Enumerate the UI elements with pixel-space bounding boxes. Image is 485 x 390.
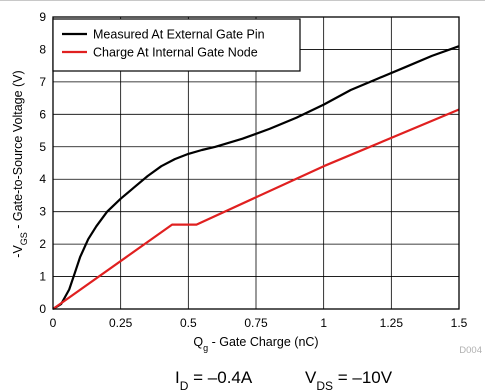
x-tick-label: 0.5 bbox=[180, 316, 197, 330]
y-tick-label: 9 bbox=[39, 10, 46, 24]
x-tick-label: 1.5 bbox=[451, 316, 468, 330]
y-tick-label: 3 bbox=[39, 205, 46, 219]
series-line-1 bbox=[52, 108, 460, 310]
y-tick-label: 1 bbox=[39, 270, 46, 284]
legend-label-internal: Charge At Internal Gate Node bbox=[93, 46, 258, 60]
series-line-0 bbox=[52, 45, 460, 310]
figure-id: D004 bbox=[459, 345, 482, 356]
y-tick-label: 2 bbox=[39, 237, 46, 251]
x-tick-label: 1 bbox=[320, 316, 327, 330]
x-tick-label: 0.25 bbox=[109, 316, 133, 330]
y-axis-label: -VGS - Gate-to-Source Voltage (V) bbox=[11, 70, 29, 257]
y-tick-label: 0 bbox=[39, 302, 46, 316]
x-tick-label: 0 bbox=[50, 316, 57, 330]
plot-frame bbox=[52, 16, 460, 310]
legend-box bbox=[52, 18, 301, 72]
condition-drain-current: ID = –0.4A bbox=[175, 368, 253, 390]
y-tick-label: 7 bbox=[39, 75, 46, 89]
legend: Measured At External Gate Pin Charge At … bbox=[52, 18, 301, 72]
y-tick-label: 6 bbox=[39, 107, 46, 121]
top-divider bbox=[0, 0, 485, 1]
y-tick-label: 5 bbox=[39, 140, 46, 154]
x-tick-labels: 0 0.25 0.5 0.75 1 1.25 1.5 bbox=[50, 316, 468, 330]
x-axis-label: Qg - Gate Charge (nC) bbox=[193, 335, 318, 353]
y-tick-labels: 0 1 2 3 4 5 6 7 8 9 bbox=[39, 10, 46, 316]
condition-drain-source-voltage: VDS = –10V bbox=[305, 368, 393, 390]
x-tick-label: 0.75 bbox=[244, 316, 268, 330]
x-tick-label: 1.25 bbox=[380, 316, 404, 330]
series-lines bbox=[52, 45, 460, 310]
y-tick-label: 4 bbox=[39, 172, 46, 186]
legend-label-measured: Measured At External Gate Pin bbox=[93, 28, 265, 42]
y-tick-label: 8 bbox=[39, 42, 46, 56]
